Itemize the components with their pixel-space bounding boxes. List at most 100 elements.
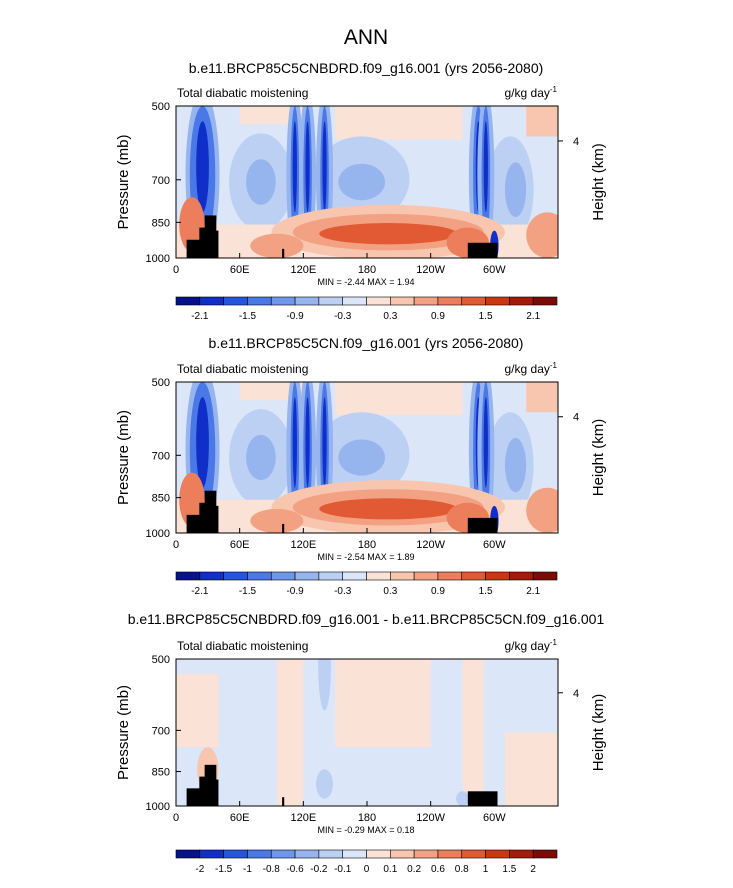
colorbar-label: 0.3 [383,586,397,597]
colorbar-cell [270,296,296,306]
contour-blob [456,791,469,806]
colorbar-label: -1.5 [215,864,233,875]
colorbar-label: 2.1 [526,586,540,597]
colorbar-cell [199,849,224,859]
x-tick-label: 60E [230,264,250,276]
colorbar-label: -0.9 [286,311,304,322]
y-tick-label: 850 [152,217,170,229]
chart-subtitle-left: Total diabatic moistening [177,639,308,653]
contour-blob [483,121,488,213]
contour-field [176,382,558,533]
colorbar-cell [437,571,463,581]
colorbar-cell [175,849,201,859]
colorbar-cell [366,296,391,306]
contour-blob [319,498,458,520]
topography [212,230,219,258]
colorbar-label: -1 [243,864,252,875]
diff-positive-band [462,659,484,806]
topography [204,490,217,533]
contour-blob [319,223,458,245]
contour-blob [526,212,558,258]
chart-panel-3: b.e11.BRCP85C5CNBDRD.f09_g16.001 - b.e11… [115,611,607,875]
colorbar-cell [294,849,320,859]
colorbar-cell [294,296,320,306]
colorbar-cell [247,849,272,859]
units-label: g/kg day-1 [505,361,558,376]
x-tick-label: 120W [416,812,445,824]
colorbar-cell [437,849,463,859]
colorbar-cell [532,296,558,306]
diff-positive-band [276,659,304,806]
chart-subtitle-left: Total diabatic moistening [177,86,308,100]
upper-positive-band [335,382,463,416]
right-tick-label: 4 [573,412,579,424]
x-tick-label: 180 [358,539,376,551]
colorbar-label: 2 [530,864,536,875]
contour-blob [250,508,304,533]
y-axis-label-right: Height (km) [590,143,607,221]
colorbar-cell [509,296,534,306]
x-tick-label: 120E [290,812,316,824]
chart-panel-1: b.e11.BRCP85C5CNBDRD.f09_g16.001 (yrs 20… [115,60,607,322]
colorbar-label: -2.1 [191,311,209,322]
colorbar-cell [223,296,248,306]
x-tick-label: 60W [483,539,506,551]
colorbar-label: 0.9 [431,586,445,597]
colorbar-label: 1.5 [502,864,516,875]
contour-blob [318,659,331,711]
x-tick-label: 60W [483,812,506,824]
colorbar-label: 1 [483,864,489,875]
x-tick-label: 0 [173,264,179,276]
x-tick-label: 180 [358,264,376,276]
topography [204,215,217,258]
y-axis-label-right: Height (km) [590,694,607,772]
diff-positive-band [176,673,219,748]
x-tick-label: 60E [230,539,250,551]
colorbar-cell [294,571,320,581]
page-title: ANN [344,26,388,49]
units-label: g/kg day-1 [505,638,558,653]
topography [282,797,285,806]
topography [204,764,217,806]
contour-field [176,659,558,806]
contour-blob [196,121,209,213]
chart-title: b.e11.BRCP85C5CNBDRD.f09_g16.001 - b.e11… [128,611,605,627]
y-tick-label: 1000 [146,528,170,540]
colorbar-label: 1.5 [479,311,493,322]
colorbar-label: -0.2 [310,864,328,875]
contour-blob [250,233,304,258]
contour-blob [483,397,488,488]
topography [467,791,498,806]
y-tick-label: 850 [152,767,170,779]
colorbar-cell [413,849,439,859]
colorbar-cell [223,571,248,581]
topography [199,502,208,533]
stats-label: MIN = -2.44 MAX = 1.94 [317,277,414,287]
colorbar-cell [318,571,343,581]
colorbar-cell [247,571,272,581]
colorbar-cell [342,849,367,859]
x-tick-label: 60W [483,264,506,276]
topography [467,517,498,533]
colorbar-cell [342,571,367,581]
x-tick-label: 120E [290,539,316,551]
colorbar-cell [509,849,534,859]
y-tick-label: 1000 [146,801,170,813]
chart-title: b.e11.BRCP85C5CN.f09_g16.001 (yrs 2056-2… [209,335,524,351]
colorbar-cell [318,849,343,859]
colorbar-label: 0.3 [383,311,397,322]
colorbar-label: -0.3 [334,311,352,322]
x-tick-label: 60E [230,812,250,824]
contour-blob [316,769,334,799]
y-tick-label: 500 [152,101,170,113]
contour-blob [504,437,527,493]
colorbar-cell [247,296,272,306]
y-tick-label: 850 [152,493,170,505]
colorbar-cell [366,849,391,859]
contour-blob [292,121,297,213]
colorbar-label: -0.6 [286,864,304,875]
y-axis-label: Pressure (mb) [115,134,132,229]
colorbar-cell [413,296,439,306]
contour-blob [322,121,327,213]
colorbar-label: -0.8 [263,864,281,875]
